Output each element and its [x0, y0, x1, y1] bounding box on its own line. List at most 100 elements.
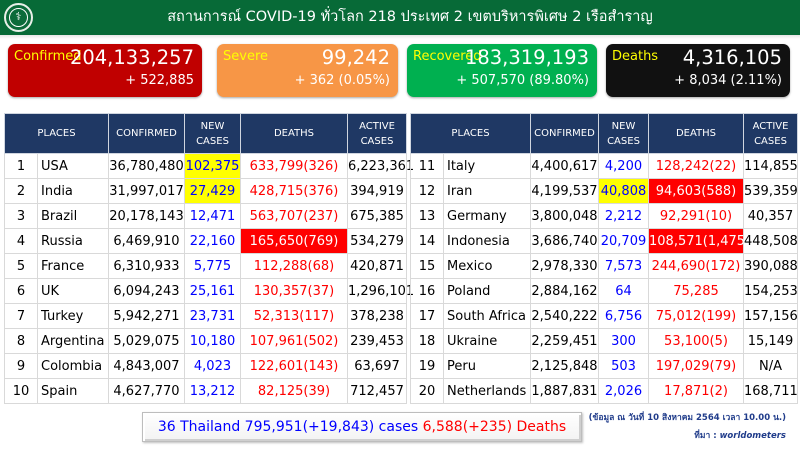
place-cell: Italy: [443, 153, 531, 179]
confirmed-cell: 5,942,271: [108, 303, 185, 329]
confirmed-cell: 2,125,848: [530, 353, 599, 379]
deaths-cell: 82,125(39): [240, 378, 348, 404]
rank-cell: 3: [4, 203, 38, 229]
table-row: 16 Poland 2,884,162 64 75,285 154,253: [410, 278, 798, 304]
confirmed-cell: 6,310,933: [108, 253, 185, 279]
active-cases-cell: N/A: [743, 353, 798, 379]
header-shadow: [0, 35, 800, 39]
table-header-row: PLACES CONFIRMED NEW CASES DEATHS ACTIVE C…: [4, 113, 407, 154]
confirmed-cell: 5,029,075: [108, 328, 185, 354]
rank-cell: 10: [4, 378, 38, 404]
confirmed-cell: 1,887,831: [530, 378, 599, 404]
new-cases-cell: 2,026: [598, 378, 649, 404]
deaths-cell: 108,571(1,475): [648, 228, 750, 254]
rank-cell: 12: [410, 178, 444, 204]
col-header-deaths: DEATHS: [648, 113, 744, 154]
active-cases-cell: 420,871: [347, 253, 407, 279]
table-row: 2 India 31,997,017 27,429 428,715(376) 3…: [4, 178, 407, 204]
rank-cell: 2: [4, 178, 38, 204]
rank-cell: 9: [4, 353, 38, 379]
caduceus-icon: ⚕: [9, 8, 28, 27]
deaths-cell: 122,601(143): [240, 353, 348, 379]
deaths-cell: 52,313(117): [240, 303, 348, 329]
new-cases-cell: 27,429: [184, 178, 241, 204]
confirmed-cell: 3,686,740: [530, 228, 599, 254]
col-header-new-cases: NEW CASES: [184, 113, 241, 154]
col-header-active: ACTIVE CASES: [347, 113, 407, 154]
rank-cell: 18: [410, 328, 444, 354]
confirmed-cell: 4,199,537: [530, 178, 599, 204]
severe-delta: + 362 (0.05%): [294, 73, 390, 88]
new-cases-cell: 23,731: [184, 303, 241, 329]
new-cases-cell: 503: [598, 353, 649, 379]
active-cases-cell: 239,453: [347, 328, 407, 354]
place-cell: Argentina: [37, 328, 109, 354]
new-cases-cell: 20,709: [598, 228, 649, 254]
countries-table-left: PLACES CONFIRMED NEW CASES DEATHS ACTIVE C…: [4, 113, 414, 404]
active-cases-cell: 675,385: [347, 203, 407, 229]
rank-cell: 1: [4, 153, 38, 179]
table-row: 6 UK 6,094,243 25,161 130,357(37) 1,296,…: [4, 278, 414, 304]
rank-cell: 8: [4, 328, 38, 354]
place-cell: Peru: [443, 353, 531, 379]
new-cases-cell: 25,161: [184, 278, 241, 304]
active-cases-cell: 534,279: [347, 228, 407, 254]
col-header-confirmed: CONFIRMED: [530, 113, 599, 154]
active-cases-cell: 15,149: [743, 328, 798, 354]
deaths-total: 4,316,105: [682, 46, 782, 69]
table-row: 18 Ukraine 2,259,451 300 53,100(5) 15,14…: [410, 328, 798, 354]
new-cases-cell: 13,212: [184, 378, 241, 404]
active-cases-cell: 539,359: [743, 178, 798, 204]
confirmed-cell: 36,780,480: [108, 153, 185, 179]
deaths-cell: 165,650(769): [240, 228, 348, 254]
col-header-confirmed: CONFIRMED: [108, 113, 185, 154]
place-cell: South Africa: [443, 303, 531, 329]
col-header-places: PLACES: [4, 113, 109, 154]
recovered-label: Recovered: [413, 49, 482, 64]
confirmed-cell: 6,469,910: [108, 228, 185, 254]
new-cases-cell: 300: [598, 328, 649, 354]
place-cell: Iran: [443, 178, 531, 204]
rank-cell: 14: [410, 228, 444, 254]
active-cases-cell: 40,357: [743, 203, 798, 229]
table-row: 10 Spain 4,627,770 13,212 82,125(39) 712…: [4, 378, 407, 404]
new-cases-cell: 64: [598, 278, 649, 304]
place-cell: Turkey: [37, 303, 109, 329]
page-title: สถานการณ์ COVID-19 ทั่วโลก 218 ประเทศ 2 …: [167, 9, 653, 25]
place-cell: India: [37, 178, 109, 204]
confirmed-cell: 4,627,770: [108, 378, 185, 404]
new-cases-cell: 5,775: [184, 253, 241, 279]
table-row: 19 Peru 2,125,848 503 197,029(79) N/A: [410, 353, 798, 379]
new-cases-cell: 40,808: [598, 178, 649, 204]
thailand-summary-banner: 36 Thailand 795,951(+19,843) cases 6,588…: [142, 412, 582, 442]
place-cell: UK: [37, 278, 109, 304]
rank-cell: 16: [410, 278, 444, 304]
ministry-emblem-icon: ⚕: [4, 3, 33, 32]
severe-card: Severe 99,242 + 362 (0.05%): [217, 44, 398, 97]
deaths-label: Deaths: [612, 49, 659, 64]
active-cases-cell: 378,238: [347, 303, 407, 329]
new-cases-cell: 22,160: [184, 228, 241, 254]
rank-cell: 17: [410, 303, 444, 329]
recovered-card: Recovered 183,319,193 + 507,570 (89.80%): [407, 44, 597, 97]
place-cell: Poland: [443, 278, 531, 304]
active-cases-cell: 63,697: [347, 353, 407, 379]
new-cases-cell: 10,180: [184, 328, 241, 354]
deaths-cell: 94,603(588): [648, 178, 744, 204]
new-cases-cell: 102,375: [184, 153, 241, 179]
data-source: ที่มา : worldometers: [694, 431, 786, 441]
confirmed-cell: 31,997,017: [108, 178, 185, 204]
table-row: 12 Iran 4,199,537 40,808 94,603(588) 539…: [410, 178, 798, 204]
source-name: worldometers: [719, 431, 786, 441]
place-cell: France: [37, 253, 109, 279]
severe-total: 99,242: [321, 46, 390, 69]
data-timestamp-note: (ข้อมูล ณ วันที่ 10 สิงหาคม 2564 เวลา 10…: [588, 413, 786, 423]
rank-cell: 4: [4, 228, 38, 254]
place-cell: Spain: [37, 378, 109, 404]
deaths-cell: 92,291(10): [648, 203, 744, 229]
place-cell: Netherlands: [443, 378, 531, 404]
deaths-cell: 428,715(376): [240, 178, 348, 204]
place-cell: Mexico: [443, 253, 531, 279]
confirmed-cell: 2,540,222: [530, 303, 599, 329]
rank-cell: 5: [4, 253, 38, 279]
